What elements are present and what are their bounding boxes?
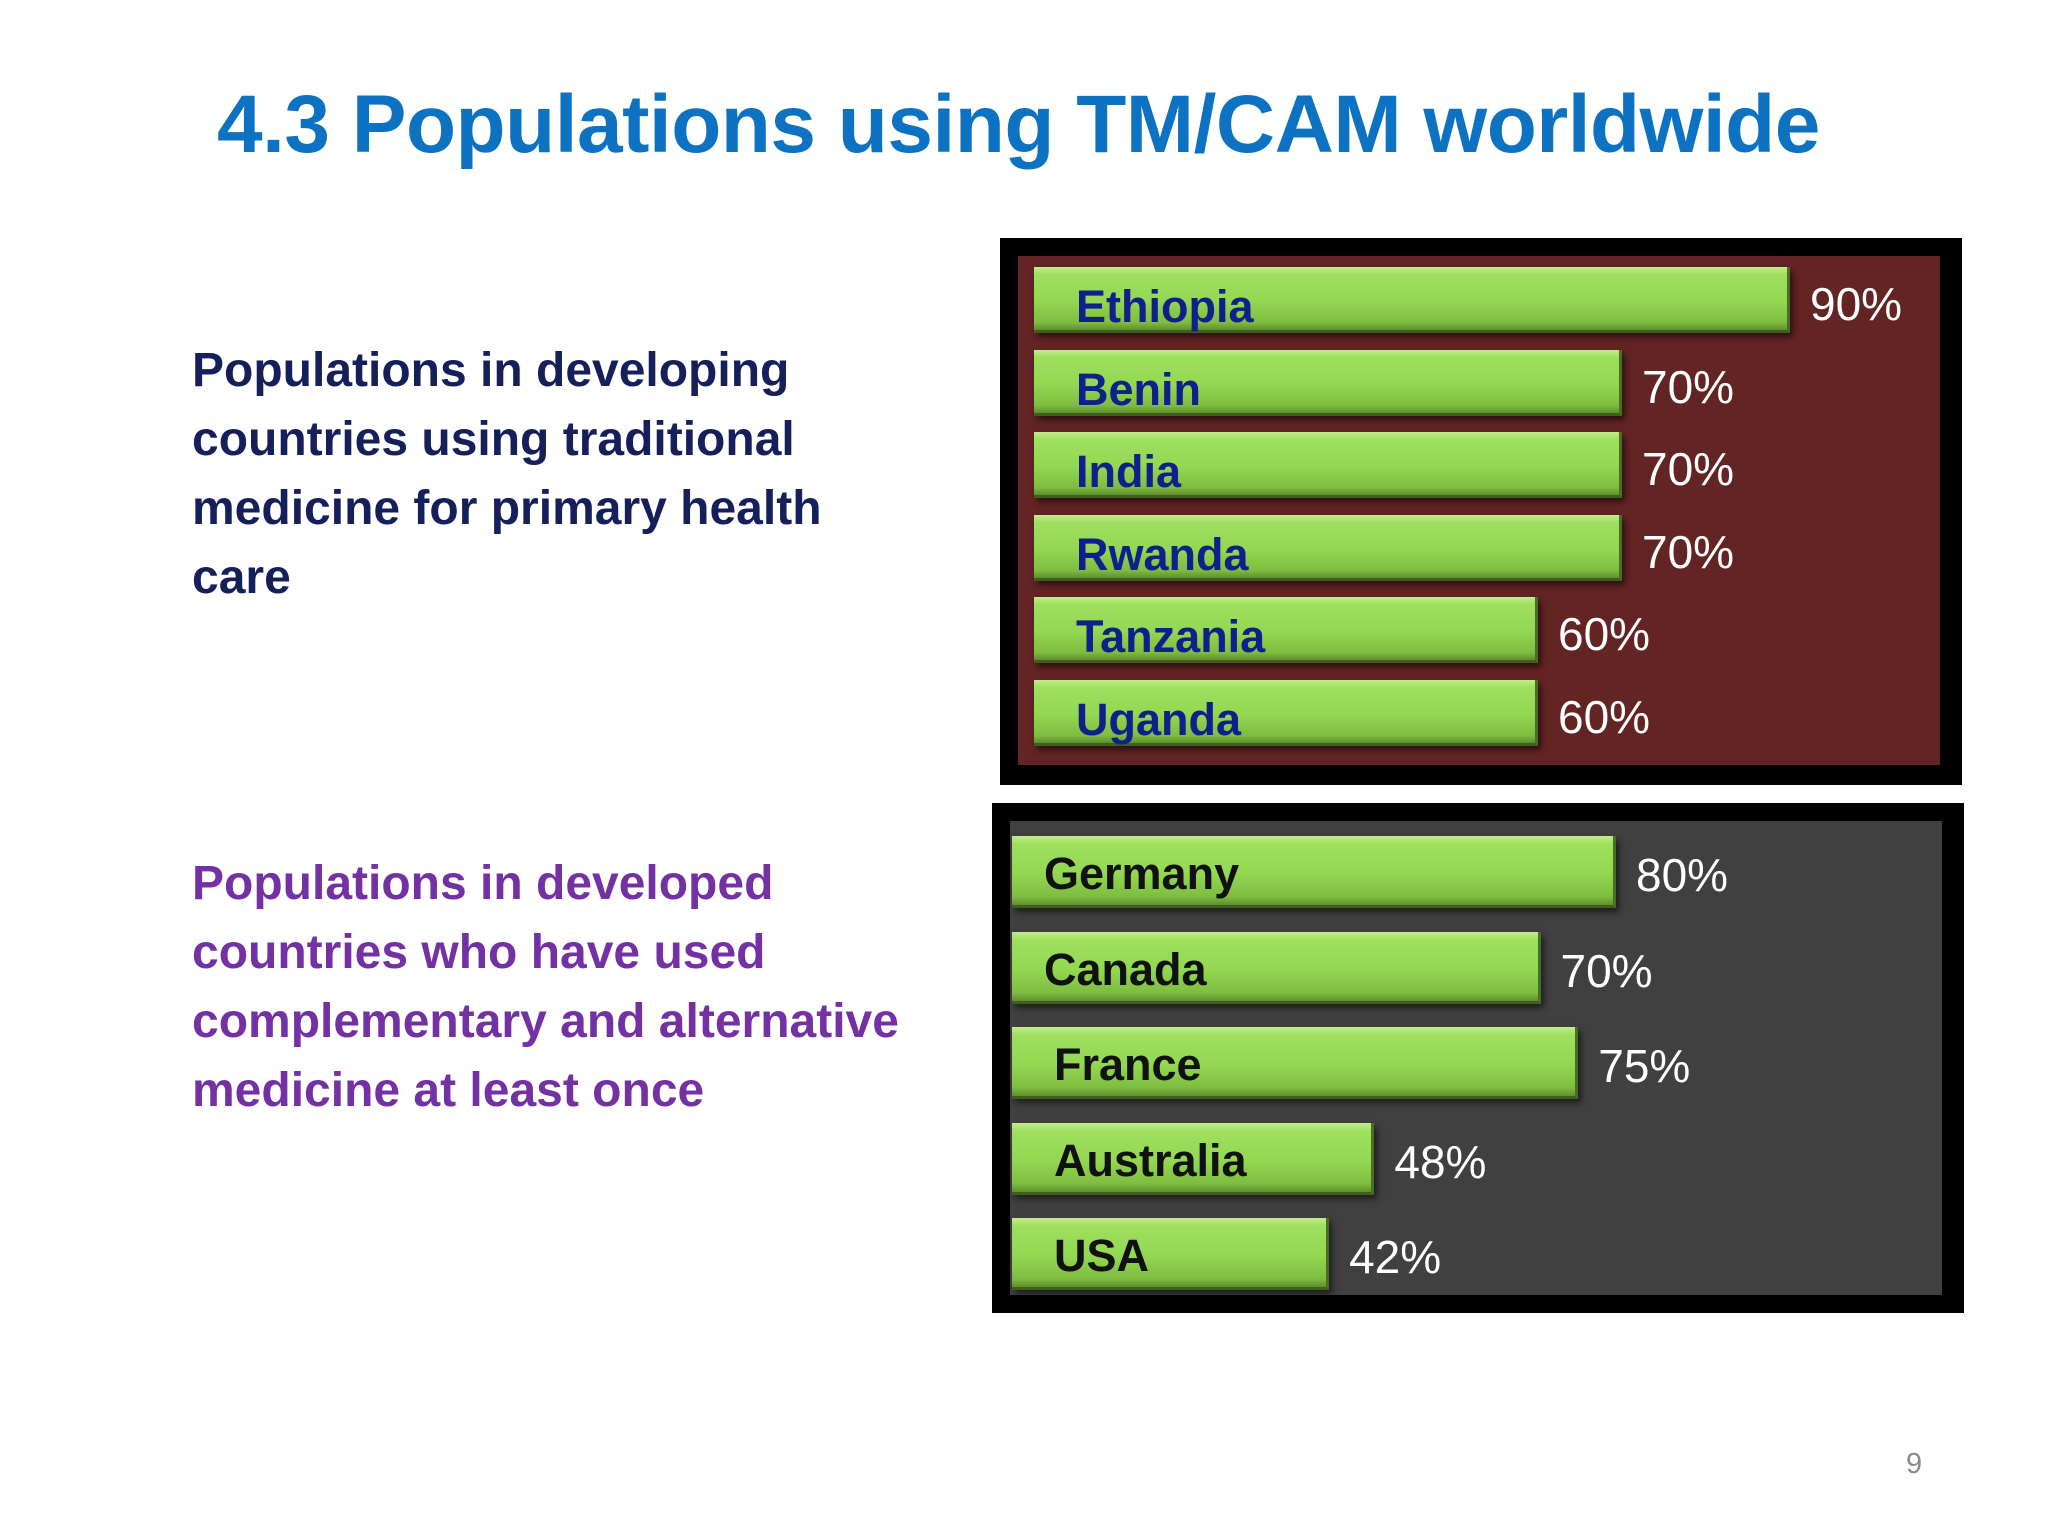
developing-bar-benin [1034,349,1622,416]
developing-bar-label-uganda: Uganda [1076,693,1242,745]
developed-bar-canada [1012,931,1541,1004]
developing-bar-uganda [1034,679,1538,746]
developing-bar-label-rwanda: Rwanda [1076,528,1249,580]
developed-bar-germany [1012,836,1616,908]
developing-value-label-india: 70% [1642,443,1735,495]
developing-value-label-rwanda: 70% [1642,525,1735,578]
developed-value-label-france: 75% [1598,1040,1691,1092]
developing-countries-chart: Ethiopia 90% Benin 70% India 70% Rwanda 70% Tanz… [1000,238,1962,785]
developed-bar-label-germany: Germany [1044,848,1240,899]
developing-value-label-tanzania: 60% [1558,608,1651,660]
slide-title: 4.3 Populations using TM/CAM worldwide [217,79,1820,170]
developing-bar-tanzania [1034,597,1538,663]
developing-value-label-ethiopia: 90% [1810,278,1903,330]
developing-countries-description: Populations in developing countries usin… [192,344,822,604]
developing-bar-label-tanzania: Tanzania [1076,611,1266,662]
page-number: 9 [1906,1448,1923,1480]
developed-bar-usa [1012,1218,1330,1290]
developed-value-label-canada: 70% [1560,944,1653,997]
developed-bar-label-usa: USA [1054,1230,1150,1281]
developing-value-label-uganda: 60% [1558,690,1651,743]
developed-countries-chart: Germany 80% Canada 70% France 75% Australia 48%… [992,803,1964,1313]
developing-bar-india [1034,432,1622,498]
developed-chart-plot-area: Germany 80% Canada 70% France 75% Australia 48%… [1010,821,1942,1295]
developed-value-label-usa: 42% [1349,1231,1442,1283]
developing-bar-label-ethiopia: Ethiopia [1076,281,1254,332]
developing-bar-rwanda [1034,514,1622,581]
developed-value-label-germany: 80% [1636,849,1729,901]
developed-countries-description: Populations in developed countries who h… [192,857,899,1117]
developed-bar-label-australia: Australia [1054,1134,1247,1186]
developed-bar-france [1012,1027,1579,1099]
developed-bar-label-canada: Canada [1044,943,1207,995]
developed-value-label-australia: 48% [1394,1135,1487,1188]
developing-value-label-benin: 70% [1642,360,1735,413]
developing-bar-label-benin: Benin [1076,363,1202,415]
developed-bar-label-france: France [1054,1039,1202,1090]
developing-bar-label-india: India [1076,446,1182,497]
developing-chart-plot-area: Ethiopia 90% Benin 70% India 70% Rwanda 70% Tanz… [1018,256,1940,765]
developing-bar-ethiopia [1034,267,1790,333]
developed-bar-australia [1012,1122,1375,1195]
